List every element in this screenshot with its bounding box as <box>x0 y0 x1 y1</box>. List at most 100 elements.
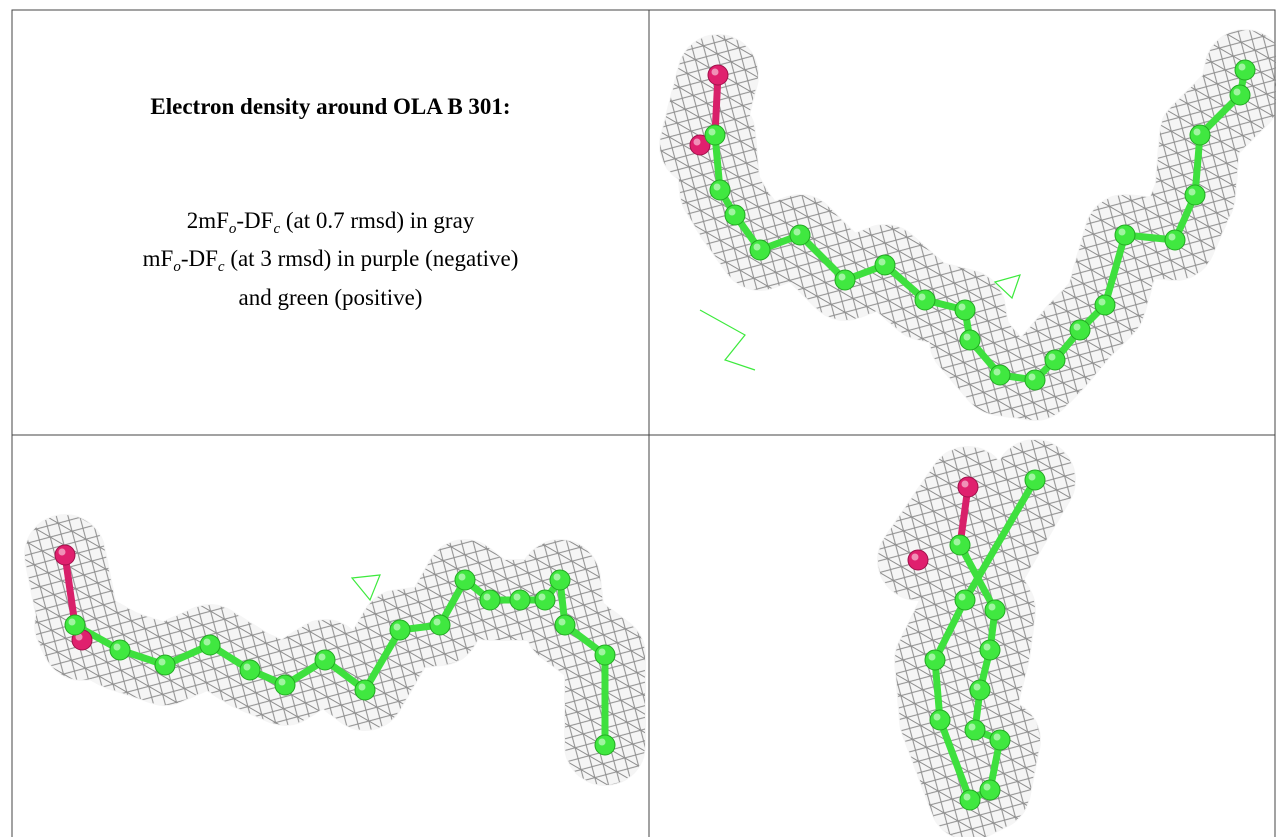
atom-highlight <box>933 713 941 721</box>
atom <box>949 534 971 556</box>
atom <box>154 654 176 676</box>
atom-highlight <box>538 593 546 601</box>
text: -DF <box>180 246 218 271</box>
atom <box>914 289 936 311</box>
atom-highlight <box>708 128 716 136</box>
atom-highlight <box>793 228 801 236</box>
atom <box>989 729 1011 751</box>
atom-highlight <box>113 643 121 651</box>
atom-highlight <box>243 663 251 671</box>
atom <box>199 634 221 656</box>
atom <box>957 476 979 498</box>
atom-highlight <box>958 593 966 601</box>
atom-highlight <box>983 783 991 791</box>
atom <box>1164 229 1186 251</box>
atom <box>959 789 981 811</box>
atom <box>1189 124 1211 146</box>
atom <box>1024 369 1046 391</box>
atom <box>954 589 976 611</box>
atom-highlight <box>1233 88 1241 96</box>
atom <box>979 639 1001 661</box>
atom <box>874 254 896 276</box>
atom-highlight <box>358 683 366 691</box>
atom <box>109 639 131 661</box>
atom <box>354 679 376 701</box>
atom <box>969 679 991 701</box>
atom-highlight <box>318 653 326 661</box>
atom-highlight <box>928 653 936 661</box>
atom <box>389 619 411 641</box>
atom <box>479 589 501 611</box>
atom <box>989 364 1011 386</box>
atom-highlight <box>963 333 971 341</box>
atom <box>1234 59 1256 81</box>
atom-highlight <box>598 738 606 746</box>
atom-highlight <box>973 683 981 691</box>
atom-highlight <box>838 273 846 281</box>
atom-highlight <box>1098 298 1106 306</box>
atom <box>549 569 571 591</box>
table-border <box>11 9 1276 837</box>
title: Electron density around OLA B 301: <box>150 94 511 119</box>
atom-highlight <box>953 538 961 546</box>
atom <box>239 659 261 681</box>
atom-highlight <box>968 723 976 731</box>
atom-highlight <box>988 603 996 611</box>
atom-highlight <box>1238 63 1246 71</box>
text: and green (positive) <box>238 285 423 310</box>
atom <box>1094 294 1116 316</box>
atom <box>954 299 976 321</box>
molecule-view <box>659 29 1276 421</box>
atom-highlight <box>711 68 719 76</box>
atom <box>924 649 946 671</box>
atom-highlight <box>513 593 521 601</box>
atom <box>1044 349 1066 371</box>
atom <box>907 549 929 571</box>
atom <box>274 674 296 696</box>
text: (at 3 rmsd) in purple (negative) <box>224 246 519 271</box>
atom <box>1069 319 1091 341</box>
atom <box>594 644 616 666</box>
text: 2mF <box>186 208 229 233</box>
text: mF <box>142 246 174 271</box>
atom <box>704 124 726 146</box>
atom <box>429 614 451 636</box>
atom <box>314 649 336 671</box>
difference-density <box>699 309 756 371</box>
atom-highlight <box>203 638 211 646</box>
atom <box>959 329 981 351</box>
difference-density <box>993 274 1021 300</box>
molecule-view <box>877 439 1076 837</box>
atom <box>554 614 576 636</box>
atom-highlight <box>983 643 991 651</box>
subscript: c <box>217 259 225 275</box>
atom <box>929 709 951 731</box>
atom-highlight <box>728 208 736 216</box>
atom-highlight <box>598 648 606 656</box>
atom-highlight <box>1168 233 1176 241</box>
atom-highlight <box>961 480 969 488</box>
atom <box>789 224 811 246</box>
atom-highlight <box>558 618 566 626</box>
atom-highlight <box>58 548 66 556</box>
atom-highlight <box>433 618 441 626</box>
atom-highlight <box>393 623 401 631</box>
atom <box>534 589 556 611</box>
atom-highlight <box>713 183 721 191</box>
atom <box>834 269 856 291</box>
atom-highlight <box>958 303 966 311</box>
molecule-view <box>24 514 646 786</box>
atom-highlight <box>1048 353 1056 361</box>
text: -DF <box>236 208 274 233</box>
atom <box>64 614 86 636</box>
atom <box>1229 84 1251 106</box>
atom-highlight <box>753 243 761 251</box>
text: (at 0.7 rmsd) in gray <box>280 208 475 233</box>
atom <box>454 569 476 591</box>
atom <box>1184 184 1206 206</box>
atom-highlight <box>1073 323 1081 331</box>
atom <box>709 179 731 201</box>
atom-highlight <box>918 293 926 301</box>
